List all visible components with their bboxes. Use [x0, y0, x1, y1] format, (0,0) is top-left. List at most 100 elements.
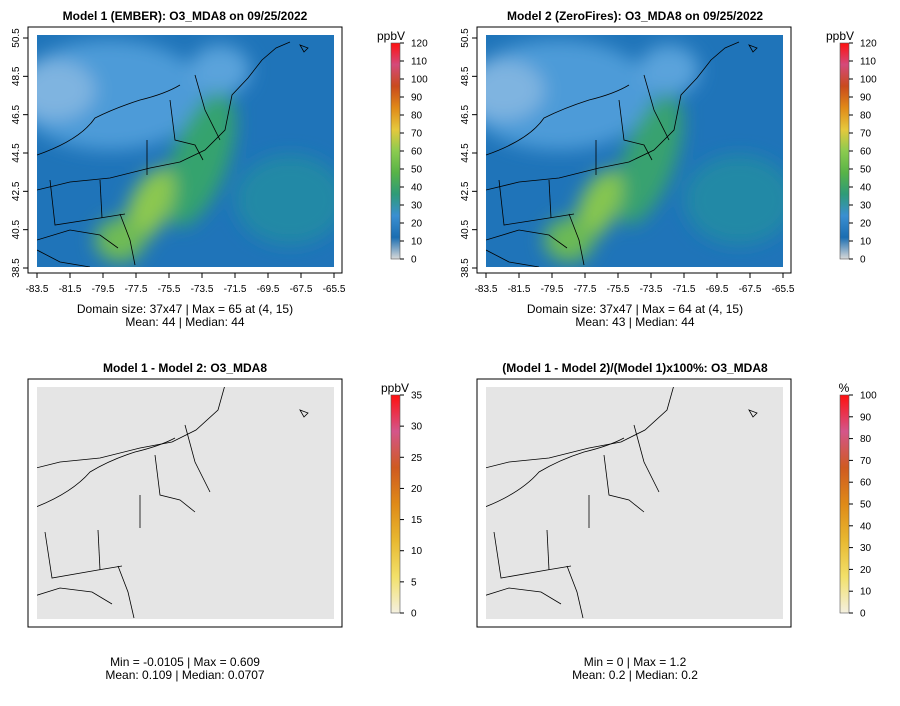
concentration-map — [37, 35, 334, 267]
colorbar-tick-label: 20 — [411, 219, 423, 230]
colorbar-tick-label: 120 — [411, 39, 428, 50]
x-tick-label: -77.5 — [574, 284, 597, 295]
colorbar-tick-label: 60 — [411, 147, 423, 158]
colorbar-unit: ppbV — [377, 29, 405, 43]
stats-line-1: Min = -0.0105 | Max = 0.609 — [110, 655, 260, 669]
colorbar-tick-label: 100 — [860, 75, 877, 86]
colorbar-tick-label: 5 — [411, 577, 417, 588]
colorbar-tick-label: 50 — [411, 165, 423, 176]
colorbar-tick-label: 80 — [411, 111, 423, 122]
y-tick-label: 50.5 — [11, 28, 22, 48]
stats-line-2: Mean: 43 | Median: 44 — [575, 315, 695, 329]
percent-difference-map — [486, 387, 783, 619]
x-tick-label: -69.5 — [257, 284, 280, 295]
colorbar — [390, 394, 401, 614]
x-tick-label: -75.5 — [158, 284, 181, 295]
y-tick-label: 38.5 — [460, 258, 471, 278]
colorbar-tick-label: 100 — [411, 75, 428, 86]
colorbar-tick-label: 30 — [411, 201, 423, 212]
x-tick-label: -73.5 — [191, 284, 214, 295]
colorbar-tick-label: 20 — [860, 219, 872, 230]
colorbar-tick-label: 70 — [411, 129, 423, 140]
colorbar-tick-label: 60 — [860, 478, 872, 489]
y-tick-label: 38.5 — [11, 258, 22, 278]
panel-model2: Model 2 (ZeroFires): O3_MDA8 on 09/25/20… — [460, 9, 877, 329]
panel-title: (Model 1 - Model 2)/(Model 1)x100%: O3_M… — [502, 361, 768, 375]
y-tick-label: 48.5 — [11, 66, 22, 86]
y-tick-label: 40.5 — [460, 219, 471, 239]
colorbar — [390, 42, 401, 260]
x-tick-label: -79.5 — [541, 284, 564, 295]
x-tick-label: -67.5 — [739, 284, 762, 295]
colorbar-tick-label: 10 — [860, 587, 872, 598]
colorbar-tick-label: 20 — [860, 565, 872, 576]
y-tick-label: 48.5 — [460, 66, 471, 86]
colorbar-tick-label: 110 — [860, 57, 876, 68]
y-tick-label: 44.5 — [460, 143, 471, 163]
stats-line-1: Domain size: 37x47 | Max = 64 at (4, 15) — [527, 302, 743, 316]
x-tick-label: -65.5 — [772, 284, 795, 295]
colorbar-tick-label: 25 — [411, 453, 423, 464]
colorbar-unit: ppbV — [381, 381, 409, 395]
panel-percent-difference: (Model 1 - Model 2)/(Model 1)x100%: O3_M… — [476, 361, 877, 682]
colorbar-ticks: 0 10 20 30 40 50 60 70 80 90 100 — [849, 391, 877, 620]
colorbar-tick-label: 50 — [860, 500, 872, 511]
x-tick-label: -65.5 — [323, 284, 346, 295]
colorbar-tick-label: 40 — [860, 183, 872, 194]
stats-line-1: Domain size: 37x47 | Max = 65 at (4, 15) — [77, 302, 293, 316]
stats-line-2: Mean: 0.2 | Median: 0.2 — [572, 668, 698, 682]
colorbar-ticks: 0 10 20 30 40 50 60 70 80 90 100 110 120 — [400, 39, 428, 266]
colorbar-tick-label: 30 — [860, 543, 872, 554]
map-boundaries — [37, 387, 309, 619]
y-tick-label: 40.5 — [11, 219, 22, 239]
colorbar-tick-label: 30 — [860, 201, 872, 212]
colorbar-tick-label: 15 — [411, 515, 423, 526]
x-tick-label: -71.5 — [673, 284, 696, 295]
x-tick-label: -77.5 — [125, 284, 148, 295]
y-tick-label: 46.5 — [11, 104, 22, 124]
concentration-map — [486, 35, 783, 267]
colorbar-tick-label: 70 — [860, 456, 872, 467]
colorbar-tick-label: 10 — [411, 546, 423, 557]
colorbar-tick-label: 0 — [411, 255, 417, 266]
colorbar-tick-label: 90 — [860, 412, 872, 423]
colorbar — [839, 42, 850, 260]
x-tick-label: -75.5 — [607, 284, 630, 295]
colorbar-tick-label: 80 — [860, 111, 872, 122]
y-tick-labels: 38.5 40.5 42.5 44.5 46.5 48.5 50.5 — [11, 28, 28, 278]
map-boundaries — [486, 41, 758, 267]
colorbar-unit: % — [839, 381, 850, 395]
x-tick-label: -69.5 — [706, 284, 729, 295]
panel-title: Model 2 (ZeroFires): O3_MDA8 on 09/25/20… — [507, 9, 763, 23]
colorbar-tick-label: 90 — [860, 93, 872, 104]
panel-model1: Model 1 (EMBER): O3_MDA8 on 09/25/2022 — [11, 9, 428, 329]
x-tick-label: -83.5 — [26, 284, 49, 295]
colorbar-tick-label: 60 — [860, 147, 872, 158]
colorbar-tick-label: 20 — [411, 484, 423, 495]
y-tick-label: 42.5 — [11, 181, 22, 201]
difference-map — [37, 387, 334, 619]
colorbar-tick-label: 30 — [411, 422, 423, 433]
x-tick-label: -83.5 — [475, 284, 498, 295]
x-tick-label: -79.5 — [92, 284, 115, 295]
colorbar-tick-label: 0 — [860, 609, 866, 620]
map-boundaries — [486, 387, 758, 619]
panel-difference: Model 1 - Model 2: O3_MDA8 ppbV 0 5 10 15 20… — [27, 361, 423, 682]
colorbar-tick-label: 110 — [411, 57, 427, 68]
stats-line-2: Mean: 0.109 | Median: 0.0707 — [105, 668, 265, 682]
colorbar-tick-label: 100 — [860, 391, 877, 402]
y-tick-labels: 38.5 40.5 42.5 44.5 46.5 48.5 50.5 — [460, 28, 477, 278]
colorbar-tick-label: 35 — [411, 391, 423, 402]
stats-line-2: Mean: 44 | Median: 44 — [125, 315, 245, 329]
y-tick-label: 50.5 — [460, 28, 471, 48]
colorbar-tick-label: 90 — [411, 93, 423, 104]
colorbar-tick-label: 70 — [860, 129, 872, 140]
panel-title: Model 1 (EMBER): O3_MDA8 on 09/25/2022 — [63, 9, 308, 23]
y-tick-label: 44.5 — [11, 143, 22, 163]
colorbar-tick-label: 120 — [860, 39, 877, 50]
x-tick-label: -71.5 — [224, 284, 247, 295]
colorbar-tick-label: 10 — [860, 237, 872, 248]
colorbar-unit: ppbV — [826, 29, 854, 43]
map-boundaries — [37, 41, 309, 267]
